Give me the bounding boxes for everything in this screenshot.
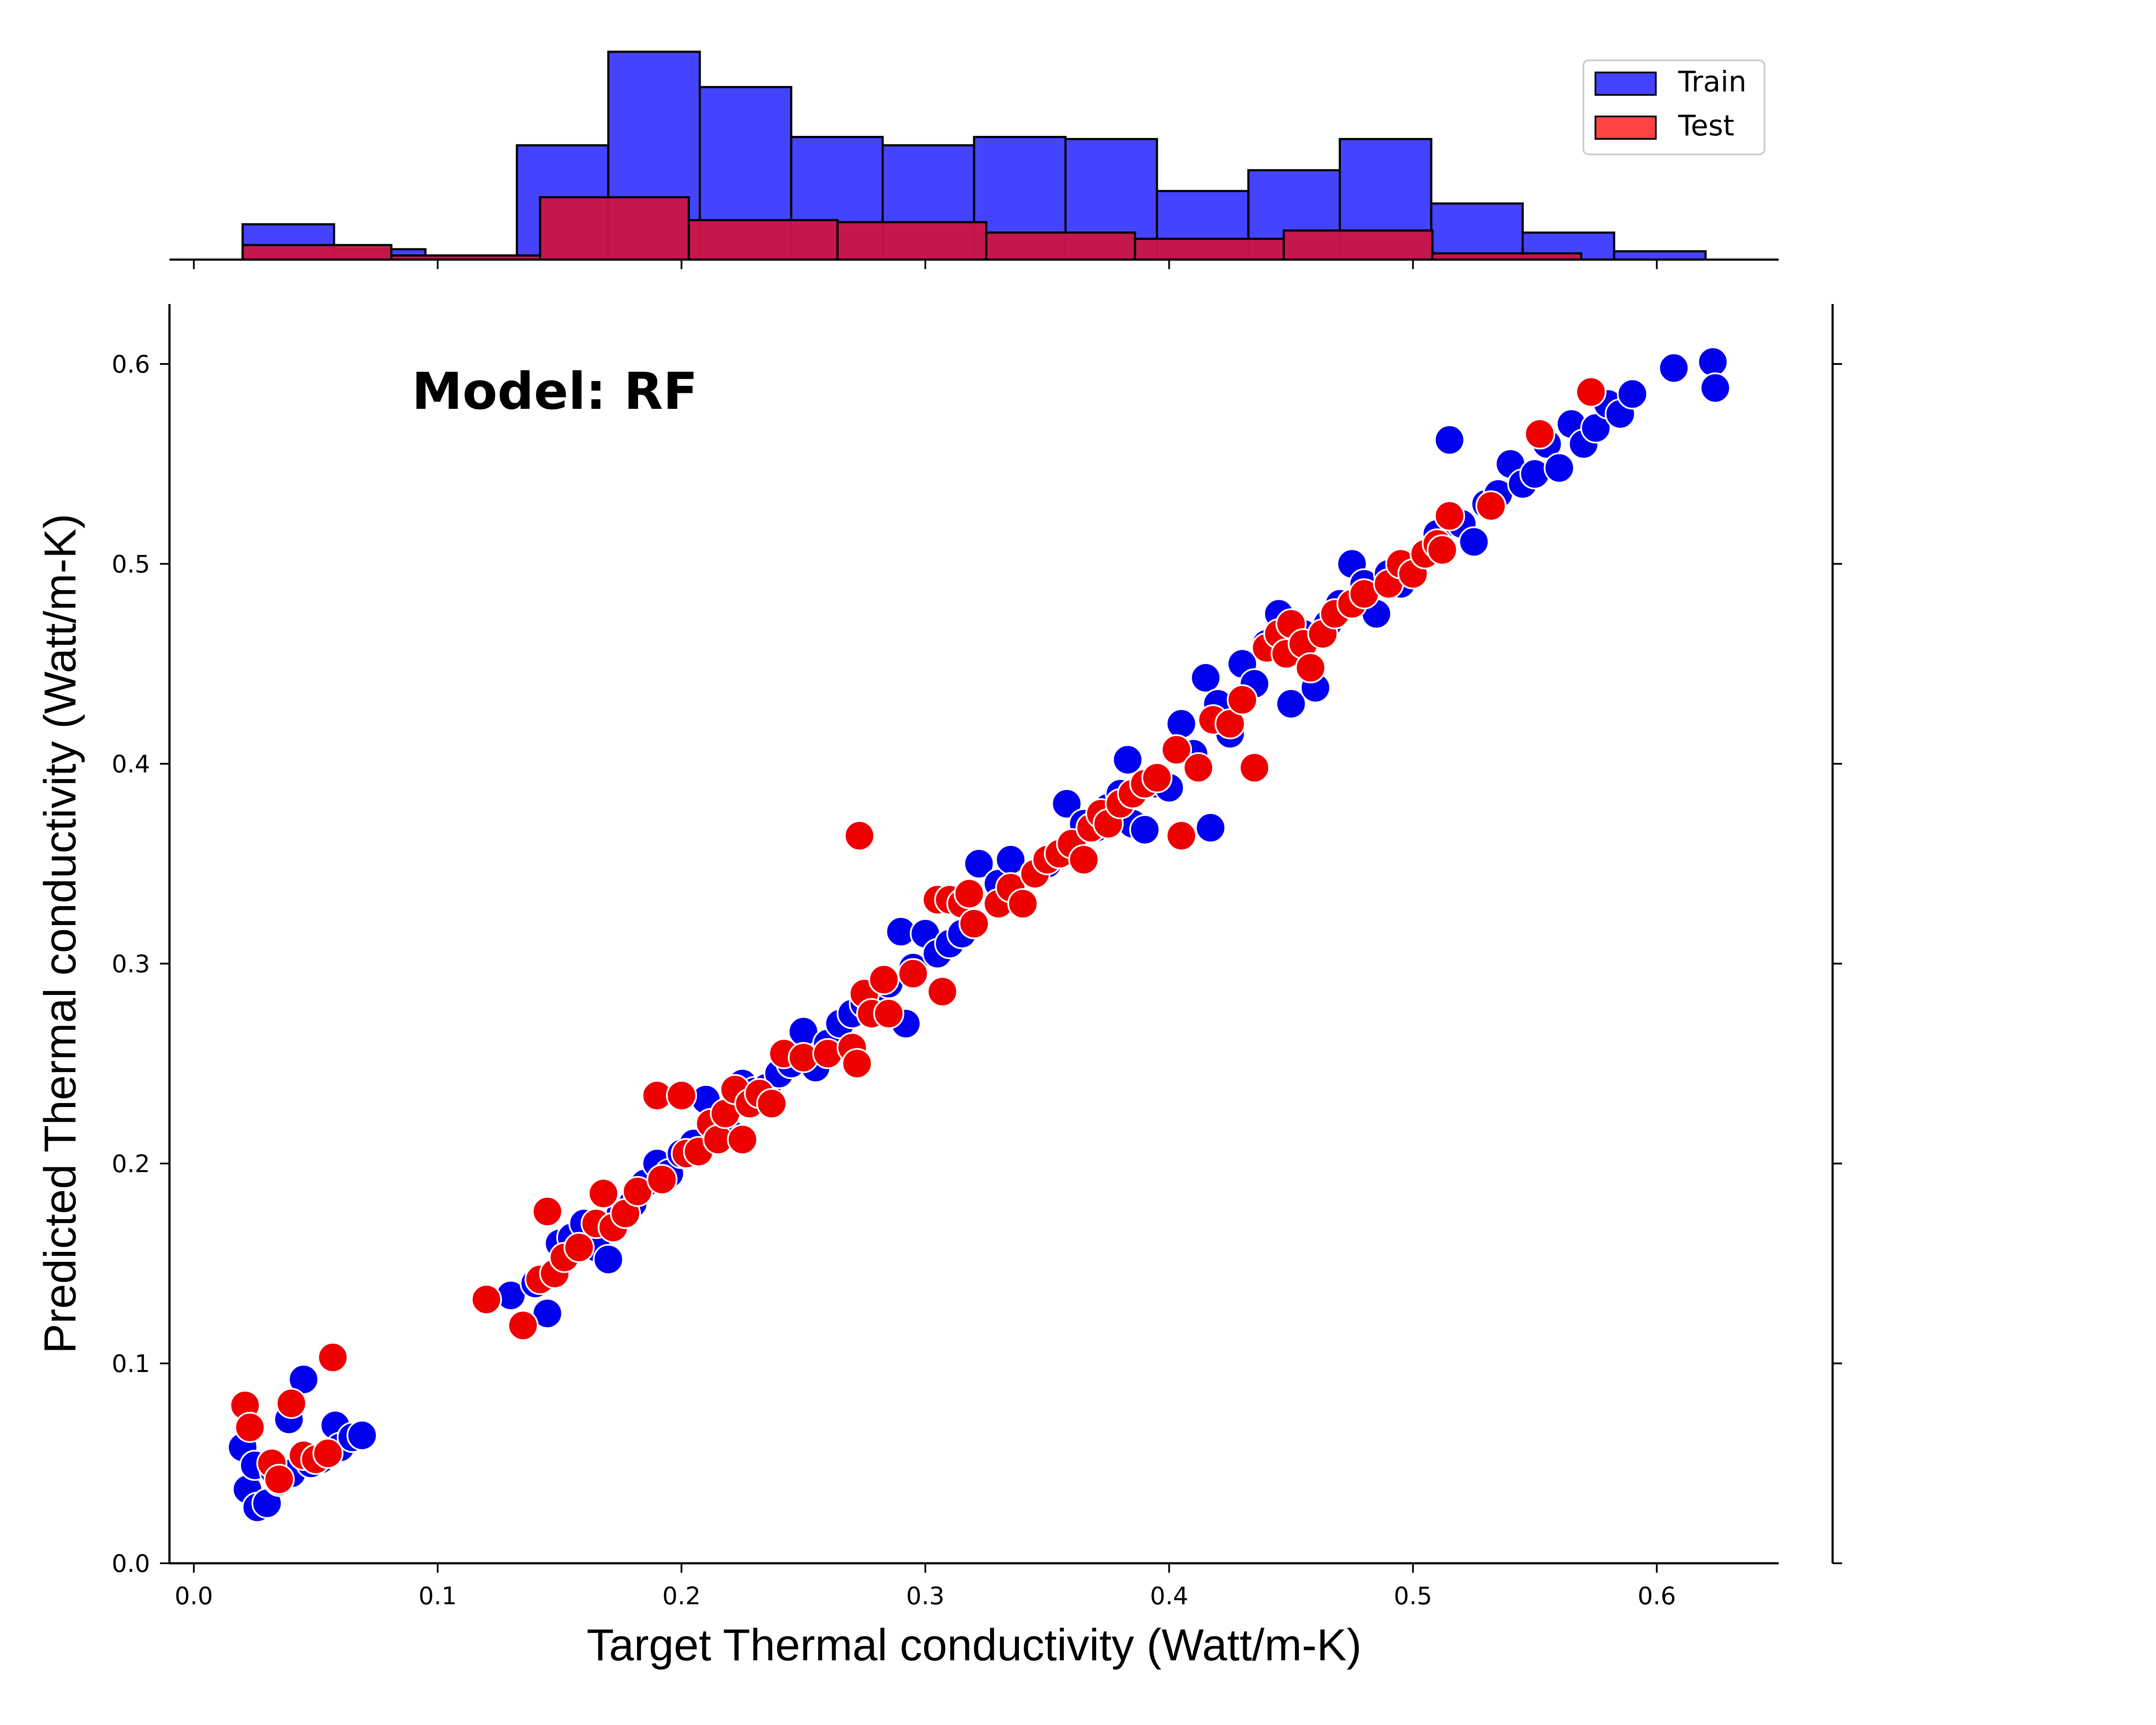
train-point (1544, 452, 1575, 484)
test-point (563, 1232, 595, 1263)
test-point (841, 1048, 873, 1079)
marginal-histogram (169, 50, 1779, 269)
y-ticks: 0.0 0.1 0.2 0.3 0.4 0.5 0.6 (112, 351, 169, 1578)
train-point (1699, 372, 1731, 404)
train-point (1112, 744, 1144, 775)
histogram-test-bar (985, 231, 1136, 261)
test-point (588, 1178, 619, 1209)
test-point (646, 1164, 678, 1195)
train-point (1275, 688, 1307, 719)
y-tick-label: 0.1 (112, 1350, 150, 1378)
test-point (1426, 534, 1458, 566)
test-point (1141, 762, 1173, 794)
legend-train-swatch (1595, 72, 1657, 96)
test-point (317, 1342, 348, 1373)
test-point (844, 820, 875, 851)
test-point (1524, 418, 1555, 450)
train-point (1617, 378, 1648, 410)
y-tick-label: 0.5 (112, 551, 150, 579)
x-tick-label: 0.1 (418, 1582, 457, 1610)
histogram-test-bar (1134, 238, 1285, 261)
x-tick-label: 0.4 (1150, 1582, 1188, 1610)
x-tick-label: 0.0 (175, 1582, 213, 1610)
model-annotation: Model: RF (412, 361, 698, 421)
test-point (897, 958, 929, 989)
test-point (959, 908, 990, 939)
histogram-test-bar (836, 221, 987, 261)
train-point (963, 848, 995, 879)
x-ticks: 0.0 0.1 0.2 0.3 0.4 0.5 0.6 (175, 1563, 1676, 1610)
test-point (507, 1310, 539, 1341)
train-point (1051, 788, 1082, 819)
train-point (1697, 346, 1729, 378)
test-point (1227, 684, 1258, 715)
histogram-test-bar (539, 196, 690, 261)
histogram-train-bar (1430, 202, 1524, 261)
train-point (1434, 424, 1465, 456)
y-tick-label: 0.0 (112, 1550, 150, 1578)
train-point (1129, 814, 1160, 845)
y-tick-label: 0.2 (112, 1150, 150, 1178)
histogram-test-bar (687, 219, 839, 261)
test-point (1166, 820, 1197, 851)
test-point (873, 998, 905, 1029)
scatter-axes: 0.0 0.1 0.2 0.3 0.4 0.5 0.6 0.0 0.1 0.2 0.3 0.4 0.5… (112, 304, 1842, 1610)
test-point (727, 1124, 758, 1155)
legend-test-swatch (1595, 116, 1657, 140)
train-point (1166, 708, 1197, 740)
test-point (868, 964, 899, 995)
legend: Train Test (1583, 60, 1765, 155)
test-point (234, 1411, 266, 1443)
test-point (471, 1284, 502, 1315)
test-point (1068, 844, 1100, 875)
test-point (532, 1196, 563, 1227)
legend-test-label: Test (1678, 109, 1734, 142)
x-tick-label: 0.6 (1638, 1582, 1676, 1610)
histogram-test-bar (1282, 229, 1434, 261)
test-point (1434, 500, 1465, 532)
histogram-test-bar (241, 244, 393, 261)
train-point (592, 1244, 624, 1275)
test-point (1007, 888, 1039, 919)
x-tick-label: 0.2 (662, 1582, 701, 1610)
train-point (1190, 662, 1222, 693)
test-point (312, 1438, 344, 1469)
y-tick-label: 0.4 (112, 750, 150, 778)
x-tick-label: 0.3 (906, 1582, 944, 1610)
test-point (1239, 752, 1270, 784)
train-point (1658, 352, 1689, 384)
histogram-train-bar (1613, 250, 1707, 261)
test-point (756, 1088, 787, 1119)
x-axis-label: Target Thermal conductivity (Watt/m-K) (586, 1620, 1361, 1670)
marginal-y-ticks (1833, 363, 1842, 1564)
train-point (1195, 812, 1226, 844)
test-point (263, 1464, 295, 1495)
train-point (346, 1420, 378, 1451)
test-point (953, 878, 985, 910)
test-point (666, 1080, 697, 1111)
histogram-x-ticks (193, 260, 1658, 269)
test-point (276, 1388, 307, 1419)
y-tick-label: 0.6 (112, 351, 150, 379)
test-point (927, 976, 958, 1007)
test-point (1475, 490, 1507, 522)
test-points (229, 376, 1607, 1495)
y-axis-label: Predicted Thermal conductivity (Watt/m-K… (35, 514, 85, 1354)
test-point (1161, 734, 1192, 765)
test-point (1575, 376, 1607, 408)
test-point (1295, 652, 1326, 684)
test-point (1183, 752, 1214, 784)
y-tick-label: 0.3 (112, 950, 150, 979)
x-tick-label: 0.5 (1394, 1582, 1432, 1610)
train-point (1458, 526, 1490, 558)
legend-train-label: Train (1678, 65, 1746, 98)
